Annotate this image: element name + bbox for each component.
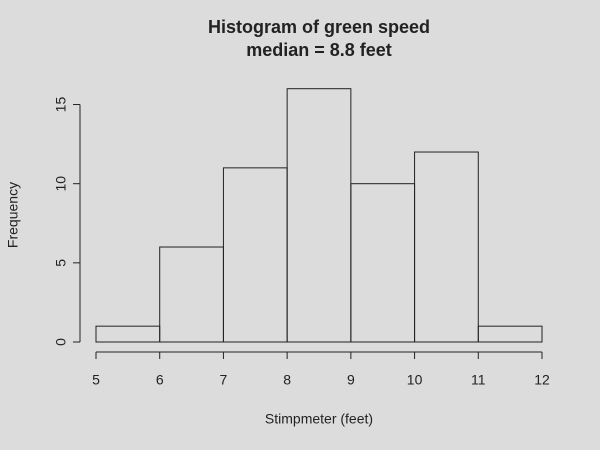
x-axis-label: Stimpmeter (feet) — [265, 411, 373, 427]
bar — [350, 183, 416, 343]
x-tick-label: 9 — [347, 372, 355, 388]
y-tick-label: 10 — [53, 176, 69, 192]
x-tick-label: 7 — [220, 372, 228, 388]
bar — [95, 325, 161, 343]
chart-subtitle: median = 8.8 feet — [246, 40, 392, 60]
y-tick-label: 5 — [53, 259, 69, 267]
y-axis-label: Frequency — [5, 182, 21, 248]
bar — [477, 325, 543, 343]
x-tick-label: 6 — [156, 372, 164, 388]
bar — [159, 246, 224, 343]
x-tick-label: 10 — [407, 372, 423, 388]
bar — [286, 88, 352, 343]
x-tick-label: 8 — [283, 372, 291, 388]
chart-title: Histogram of green speed — [208, 17, 430, 37]
bar — [414, 151, 479, 343]
bar — [222, 167, 288, 343]
x-tick-label: 12 — [534, 372, 550, 388]
x-tick-label: 5 — [92, 372, 100, 388]
x-tick-label: 11 — [471, 372, 486, 388]
y-tick-label: 15 — [53, 97, 69, 113]
y-tick-label: 0 — [53, 338, 69, 346]
